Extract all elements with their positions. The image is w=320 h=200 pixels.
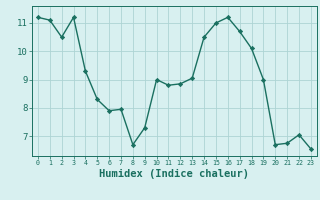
X-axis label: Humidex (Indice chaleur): Humidex (Indice chaleur)	[100, 169, 249, 179]
